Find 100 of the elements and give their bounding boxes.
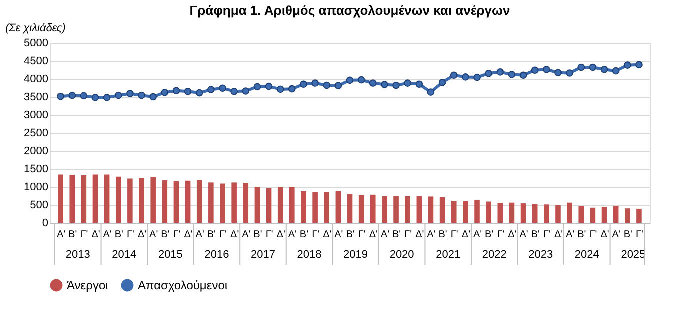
point (184, 88, 192, 96)
text: 2015 (158, 249, 183, 261)
x-tick-label: Γ' (590, 230, 598, 240)
text: 2024 (574, 249, 600, 261)
x-tick-label: Γ' (80, 230, 88, 240)
x-tick-label: Δ' (230, 230, 240, 240)
bar (58, 174, 64, 223)
point (600, 66, 608, 74)
point (462, 74, 470, 81)
point (312, 80, 319, 87)
x-tick-label: Δ' (462, 230, 471, 240)
x-tick-label: Γ' (266, 230, 274, 240)
bar (116, 176, 122, 223)
bar (544, 204, 550, 223)
x-tick-label: Δ' (554, 230, 564, 240)
point (589, 64, 597, 72)
bar (266, 188, 272, 223)
point (150, 93, 157, 101)
bar (590, 208, 596, 223)
x-tick-label: Α' (334, 230, 344, 240)
bar (474, 200, 480, 223)
x-tick-label: Β' (578, 230, 586, 240)
x-tick-label: Α' (288, 230, 298, 240)
point (566, 70, 574, 77)
bar (394, 196, 399, 223)
y-tick-label: 500 (30, 200, 48, 212)
text: 2025 (621, 249, 646, 261)
bar (625, 208, 630, 223)
point (172, 87, 180, 95)
x-tick-label: Γ' (220, 230, 228, 240)
y-tick-label: 1500 (24, 164, 48, 176)
x-tick-label: Β' (392, 230, 402, 240)
x-tick-label: Α' (56, 230, 66, 240)
bar (370, 194, 376, 223)
point (416, 80, 424, 88)
x-tick-label: Β' (161, 230, 170, 240)
point (265, 82, 273, 90)
bar (324, 192, 330, 223)
x-tick-label: Α' (150, 230, 158, 240)
bar (70, 175, 75, 223)
text: 2023 (528, 249, 554, 261)
point (138, 92, 146, 100)
text: 2021 (436, 249, 461, 261)
bar (509, 202, 515, 223)
text: 2017 (250, 249, 276, 261)
bar (301, 191, 306, 223)
point (543, 66, 550, 74)
bar (336, 191, 342, 223)
bar (312, 192, 318, 223)
x-tick-label: Α' (196, 230, 204, 240)
bar (486, 202, 492, 223)
x-tick-label: Α' (242, 230, 251, 240)
x-tick-label: Γ' (126, 230, 134, 240)
bar (520, 204, 526, 223)
point (346, 76, 354, 84)
x-tick-label: Δ' (416, 230, 424, 240)
bar (185, 180, 191, 223)
text: 2020 (390, 249, 414, 261)
point (68, 92, 76, 100)
bar (128, 178, 133, 223)
bar (278, 187, 284, 223)
point (438, 78, 446, 86)
x-tick-label: Γ' (173, 230, 181, 240)
x-tick-label: Α' (103, 230, 112, 240)
x-tick-label: Β' (68, 230, 78, 240)
point (508, 71, 516, 78)
x-tick-label: Δ' (184, 230, 193, 240)
point (404, 80, 412, 87)
x-tick-label: Α' (612, 230, 621, 240)
point (196, 89, 204, 97)
bar (498, 203, 504, 223)
point (427, 88, 435, 96)
x-tick-label: Β' (531, 230, 540, 240)
bar (578, 206, 584, 223)
y-tick-label: 0 (42, 218, 48, 230)
x-tick-label: Α' (566, 230, 575, 240)
text: 2019 (344, 249, 368, 261)
x-tick-label: Α' (380, 230, 390, 240)
x-tick-label: Γ' (497, 230, 505, 240)
x-tick-label: Δ' (369, 230, 378, 240)
x-tick-label: Γ' (636, 230, 644, 240)
point (126, 90, 134, 98)
x-tick-label: Δ' (138, 230, 147, 240)
bar (636, 208, 642, 223)
bar (254, 187, 260, 223)
point (254, 83, 262, 91)
y-tick-label: 4500 (24, 56, 48, 68)
point (450, 72, 458, 80)
text: 2022 (482, 249, 507, 261)
legend-label: Άνεργοι (67, 278, 109, 293)
y-tick-label: 2000 (24, 146, 48, 158)
point (300, 80, 308, 88)
bar (81, 175, 87, 223)
bar (532, 204, 538, 223)
point (230, 88, 238, 96)
y-tick-label: 3500 (24, 92, 48, 104)
x-tick-label: Β' (300, 230, 309, 240)
bar (290, 187, 295, 223)
x-tick-label: Γ' (543, 230, 551, 240)
x-tick-label: Δ' (323, 230, 332, 240)
